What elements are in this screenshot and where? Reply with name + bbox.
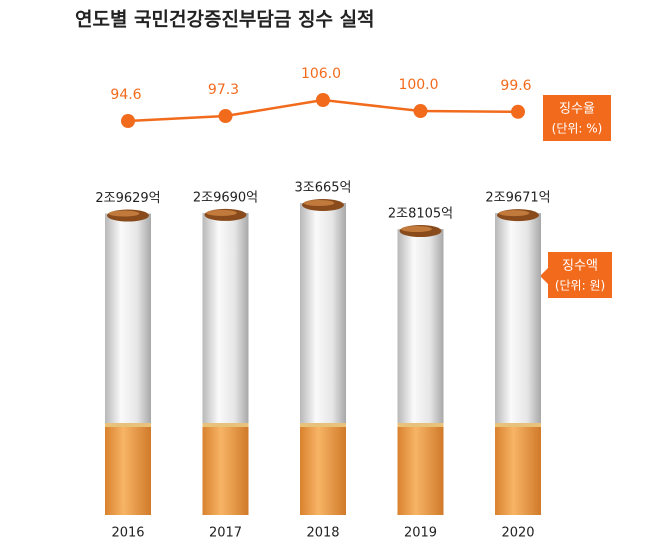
rate-point [413,104,428,119]
cigarette-filter [105,425,151,515]
cigarette-filter [397,425,444,515]
cigarette-filter [495,425,541,515]
x-tick-label: 2020 [501,526,534,541]
cigarette [397,225,444,515]
rate-legend: 징수율 (단위: %) [543,95,611,141]
rate-label: 106.0 [301,66,341,82]
x-tick-label: 2017 [209,526,242,541]
filter-band [397,423,444,427]
rate-point [316,93,330,107]
legend-unit: (단위: %) [552,122,603,136]
tobacco-light [498,210,530,217]
x-tick-label: 2016 [111,526,144,541]
rate-label: 100.0 [398,77,438,93]
filter-band [105,423,151,427]
rate-label: 94.6 [110,87,141,103]
cigarette [300,199,346,515]
legend-label: 징수액 [562,259,598,274]
filter-band [300,423,346,427]
cigarette-filter [300,425,346,515]
tobacco-light [108,210,140,217]
filter-band [202,423,249,427]
cigarette [202,208,249,515]
rate-point [121,114,135,128]
chart-title: 연도별 국민건강증진부담금 징수 실적 [75,9,375,31]
rate-label: 99.6 [500,78,531,94]
amount-label: 2조9671억 [485,191,550,206]
legend-label: 징수율 [559,102,595,117]
x-tick-label: 2019 [404,526,437,541]
cigarette [495,209,541,516]
cigarette-filter [202,425,249,515]
amount-label: 2조9629억 [95,191,160,206]
rate-point [511,104,525,119]
legend-pointer [540,268,548,284]
filter-band [495,423,541,427]
tobacco-light [401,226,432,233]
amount-legend: 징수액 (단위: 원) [540,252,612,298]
legend-unit: (단위: 원) [555,279,605,293]
legend-box [548,252,612,298]
amount-label: 3조665억 [294,181,351,196]
cigarette [105,209,151,515]
rate-label: 97.3 [208,82,239,98]
tobacco-light [303,200,335,206]
legend-box [543,95,611,141]
x-tick-label: 2018 [306,526,339,541]
rate-point [218,109,233,124]
amount-label: 2조9690억 [193,190,258,205]
tobacco-light [206,209,237,216]
amount-label: 2조8105억 [388,207,453,222]
